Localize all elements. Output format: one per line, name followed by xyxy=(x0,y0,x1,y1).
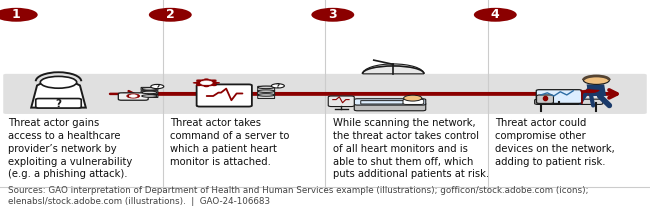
Circle shape xyxy=(214,82,220,84)
FancyBboxPatch shape xyxy=(141,87,158,90)
Text: 4: 4 xyxy=(491,8,500,21)
Ellipse shape xyxy=(142,88,157,90)
Wedge shape xyxy=(363,64,424,74)
Wedge shape xyxy=(580,90,599,93)
Circle shape xyxy=(196,79,201,81)
Text: Threat actor gains
access to a healthcare
provider’s network by
exploiting a vul: Threat actor gains access to a healthcar… xyxy=(8,118,132,179)
Polygon shape xyxy=(361,101,404,104)
Circle shape xyxy=(127,94,140,98)
Circle shape xyxy=(212,79,217,81)
Circle shape xyxy=(129,95,137,97)
Text: ?: ? xyxy=(55,99,62,109)
Circle shape xyxy=(203,86,209,87)
Circle shape xyxy=(192,82,198,84)
FancyBboxPatch shape xyxy=(354,99,426,105)
Circle shape xyxy=(404,95,422,101)
Text: ?: ? xyxy=(276,83,280,89)
Circle shape xyxy=(196,80,217,86)
FancyBboxPatch shape xyxy=(118,93,148,100)
Circle shape xyxy=(272,84,285,88)
Circle shape xyxy=(151,84,164,89)
Ellipse shape xyxy=(257,90,274,92)
Text: Sources: GAO interpretation of Department of Health and Human Services example (: Sources: GAO interpretation of Departmen… xyxy=(8,186,588,206)
Circle shape xyxy=(584,76,610,84)
Text: ?: ? xyxy=(155,84,159,89)
Circle shape xyxy=(149,8,192,22)
FancyBboxPatch shape xyxy=(328,96,354,107)
Circle shape xyxy=(474,8,517,22)
FancyBboxPatch shape xyxy=(141,91,158,94)
Circle shape xyxy=(203,78,209,80)
Text: Threat actor could
compromise other
devices on the network,
adding to patient ri: Threat actor could compromise other devi… xyxy=(495,118,615,166)
FancyBboxPatch shape xyxy=(537,95,554,103)
FancyBboxPatch shape xyxy=(257,90,274,95)
Circle shape xyxy=(40,76,77,88)
FancyBboxPatch shape xyxy=(536,90,582,103)
FancyBboxPatch shape xyxy=(534,99,603,104)
Text: 3: 3 xyxy=(328,8,337,21)
Text: While scanning the network,
the threat actor takes control
of all heart monitors: While scanning the network, the threat a… xyxy=(333,118,489,179)
FancyBboxPatch shape xyxy=(257,94,274,99)
Circle shape xyxy=(196,85,201,86)
Circle shape xyxy=(311,8,354,22)
Text: 1: 1 xyxy=(12,8,21,21)
FancyBboxPatch shape xyxy=(196,84,252,107)
Ellipse shape xyxy=(142,95,157,97)
Circle shape xyxy=(200,81,212,85)
Text: Threat actor takes
command of a server to
which a patient heart
monitor is attac: Threat actor takes command of a server t… xyxy=(170,118,290,166)
Ellipse shape xyxy=(257,94,274,96)
FancyBboxPatch shape xyxy=(3,74,647,114)
Ellipse shape xyxy=(142,91,157,94)
FancyBboxPatch shape xyxy=(141,95,158,97)
Polygon shape xyxy=(586,84,606,96)
Circle shape xyxy=(212,85,217,86)
FancyBboxPatch shape xyxy=(354,103,426,111)
FancyBboxPatch shape xyxy=(403,99,424,104)
FancyBboxPatch shape xyxy=(257,86,274,91)
Text: 2: 2 xyxy=(166,8,175,21)
Polygon shape xyxy=(31,81,86,108)
Ellipse shape xyxy=(257,86,274,89)
FancyBboxPatch shape xyxy=(36,99,81,108)
Circle shape xyxy=(0,8,38,22)
